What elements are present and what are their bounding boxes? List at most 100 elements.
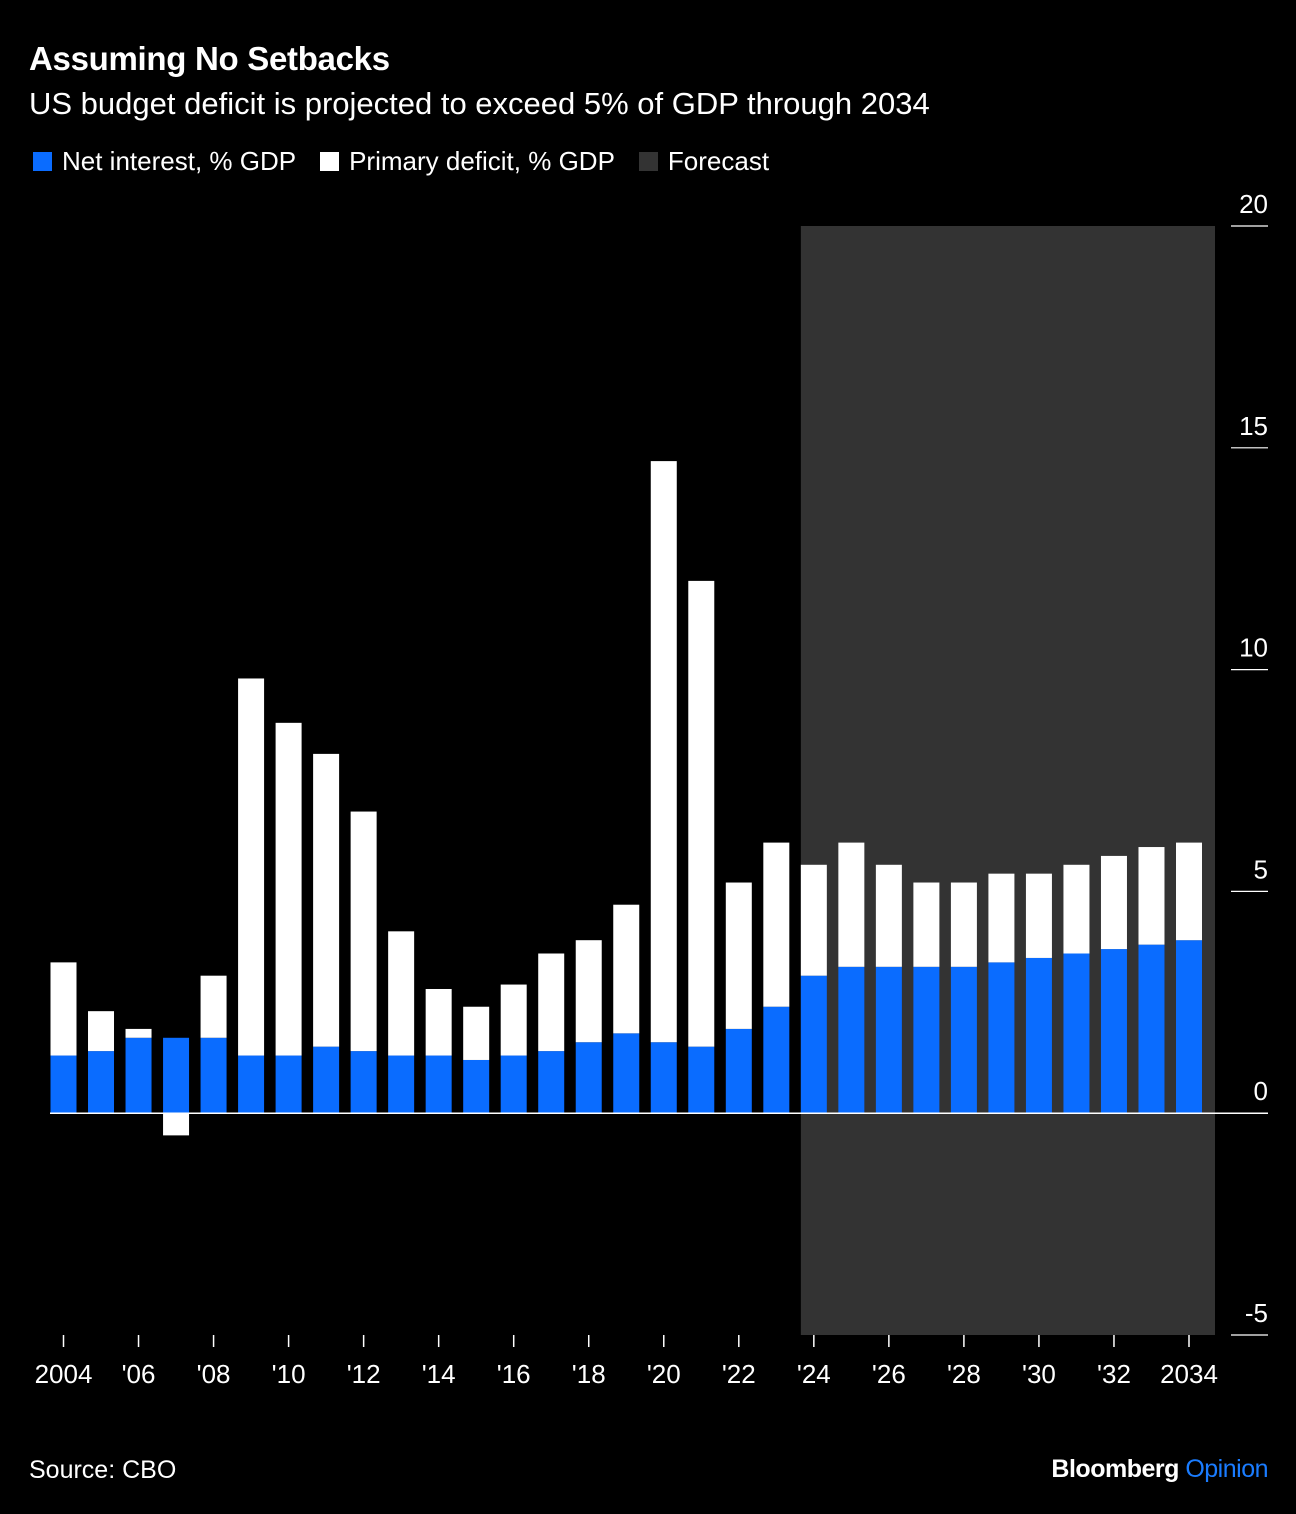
forecast-shading: [800, 226, 1215, 1335]
bar-primary-deficit: [200, 975, 227, 1038]
brand-name: Bloomberg: [1051, 1455, 1179, 1483]
legend-swatch-net-interest: [33, 152, 52, 171]
bar-net-interest: [463, 1059, 490, 1114]
legend-label-forecast: Forecast: [667, 146, 770, 176]
x-tick-label: '22: [722, 1359, 756, 1389]
bar-primary-deficit: [650, 461, 677, 1043]
bar-primary-deficit: [238, 678, 265, 1056]
bar-net-interest: [613, 1033, 640, 1114]
legend-item-primary-deficit: Primary deficit, % GDP: [320, 146, 615, 177]
x-tick-label: '28: [947, 1359, 981, 1389]
bar-net-interest: [500, 1055, 527, 1114]
legend-swatch-forecast: [638, 152, 658, 171]
y-tick-label: 0: [1254, 1076, 1268, 1106]
x-tick-label: 2034: [1160, 1359, 1218, 1389]
bar-primary-deficit: [500, 984, 527, 1056]
bar-primary-deficit: [575, 940, 602, 1043]
x-tick-label: '06: [122, 1359, 156, 1389]
bar-net-interest: [313, 1046, 340, 1114]
bar-primary-deficit: [425, 988, 452, 1056]
x-tick-label: '16: [497, 1359, 531, 1389]
bar-primary-deficit: [1025, 873, 1052, 958]
x-tick-label: '26: [872, 1359, 906, 1389]
bar-net-interest: [350, 1051, 377, 1114]
y-tick-label: 20: [1239, 189, 1268, 219]
bar-primary-deficit: [875, 864, 902, 967]
legend-swatch-primary-deficit: [320, 152, 340, 171]
legend-label-net-interest: Net interest, % GDP: [62, 146, 297, 176]
x-tick-label: '24: [797, 1359, 831, 1389]
bar-primary-deficit: [350, 811, 377, 1052]
bar-net-interest: [275, 1055, 302, 1114]
bar-primary-deficit: [613, 904, 640, 1034]
bar-primary-deficit: [388, 931, 415, 1056]
bar-net-interest: [163, 1037, 190, 1114]
bar-primary-deficit: [688, 580, 715, 1047]
legend: Net interest, % GDP Primary deficit, % G…: [33, 146, 793, 177]
bar-primary-deficit: [725, 882, 752, 1029]
bar-primary-deficit: [1100, 855, 1127, 950]
bar-primary-deficit: [163, 1113, 190, 1136]
y-tick-label: 15: [1239, 411, 1268, 441]
bar-primary-deficit: [275, 722, 302, 1056]
bar-net-interest: [988, 962, 1015, 1114]
brand-suffix: Opinion: [1185, 1455, 1268, 1483]
bar-net-interest: [688, 1046, 715, 1114]
bar-net-interest: [538, 1051, 565, 1114]
bar-net-interest: [838, 966, 865, 1114]
legend-item-net-interest: Net interest, % GDP: [33, 146, 296, 177]
bar-net-interest: [763, 1006, 790, 1114]
bar-primary-deficit: [88, 1011, 115, 1052]
x-tick-label: 2004: [35, 1359, 93, 1389]
x-tick-label: '14: [422, 1359, 456, 1389]
bar-primary-deficit: [838, 842, 865, 967]
bar-net-interest: [125, 1037, 152, 1114]
bar-net-interest: [950, 966, 977, 1114]
bar-primary-deficit: [1138, 847, 1165, 945]
bar-net-interest: [50, 1055, 77, 1114]
legend-item-forecast: Forecast: [638, 146, 770, 177]
bar-net-interest: [913, 966, 940, 1114]
brand-logo: Bloomberg Opinion: [1051, 1455, 1268, 1484]
x-tick-label: '18: [572, 1359, 606, 1389]
bar-net-interest: [425, 1055, 452, 1114]
bar-net-interest: [1100, 949, 1127, 1114]
bar-net-interest: [800, 975, 827, 1114]
bar-primary-deficit: [125, 1028, 152, 1038]
bar-primary-deficit: [988, 873, 1015, 963]
bar-primary-deficit: [463, 1006, 490, 1060]
bar-primary-deficit: [763, 842, 790, 1007]
bar-net-interest: [575, 1042, 602, 1114]
y-tick-label: 5: [1254, 854, 1268, 884]
x-tick-label: '10: [272, 1359, 306, 1389]
bar-net-interest: [875, 966, 902, 1114]
x-tick-label: '30: [1022, 1359, 1056, 1389]
legend-label-primary-deficit: Primary deficit, % GDP: [349, 146, 615, 176]
source-note: Source: CBO: [29, 1456, 177, 1484]
bar-net-interest: [200, 1037, 227, 1114]
bar-primary-deficit: [313, 753, 340, 1047]
y-tick-label: -5: [1245, 1298, 1268, 1328]
x-tick-label: '20: [647, 1359, 681, 1389]
x-tick-label: '12: [347, 1359, 381, 1389]
bar-net-interest: [650, 1042, 677, 1114]
bar-primary-deficit: [800, 864, 827, 976]
x-tick-label: '08: [197, 1359, 231, 1389]
x-tick-label: '32: [1097, 1359, 1131, 1389]
chart-subtitle: US budget deficit is projected to exceed…: [29, 86, 930, 121]
chart-title: Assuming No Setbacks: [29, 40, 390, 77]
bar-primary-deficit: [950, 882, 977, 967]
bar-net-interest: [725, 1028, 752, 1114]
bar-net-interest: [238, 1055, 265, 1114]
bar-net-interest: [1025, 957, 1052, 1114]
bar-primary-deficit: [1176, 842, 1202, 941]
bar-primary-deficit: [50, 962, 77, 1056]
bar-net-interest: [88, 1051, 115, 1114]
bar-net-interest: [1138, 944, 1165, 1114]
y-tick-label: 10: [1239, 633, 1268, 663]
bar-primary-deficit: [1063, 864, 1090, 954]
bar-net-interest: [1063, 953, 1090, 1114]
bar-primary-deficit: [913, 882, 940, 967]
bar-primary-deficit: [538, 953, 565, 1052]
